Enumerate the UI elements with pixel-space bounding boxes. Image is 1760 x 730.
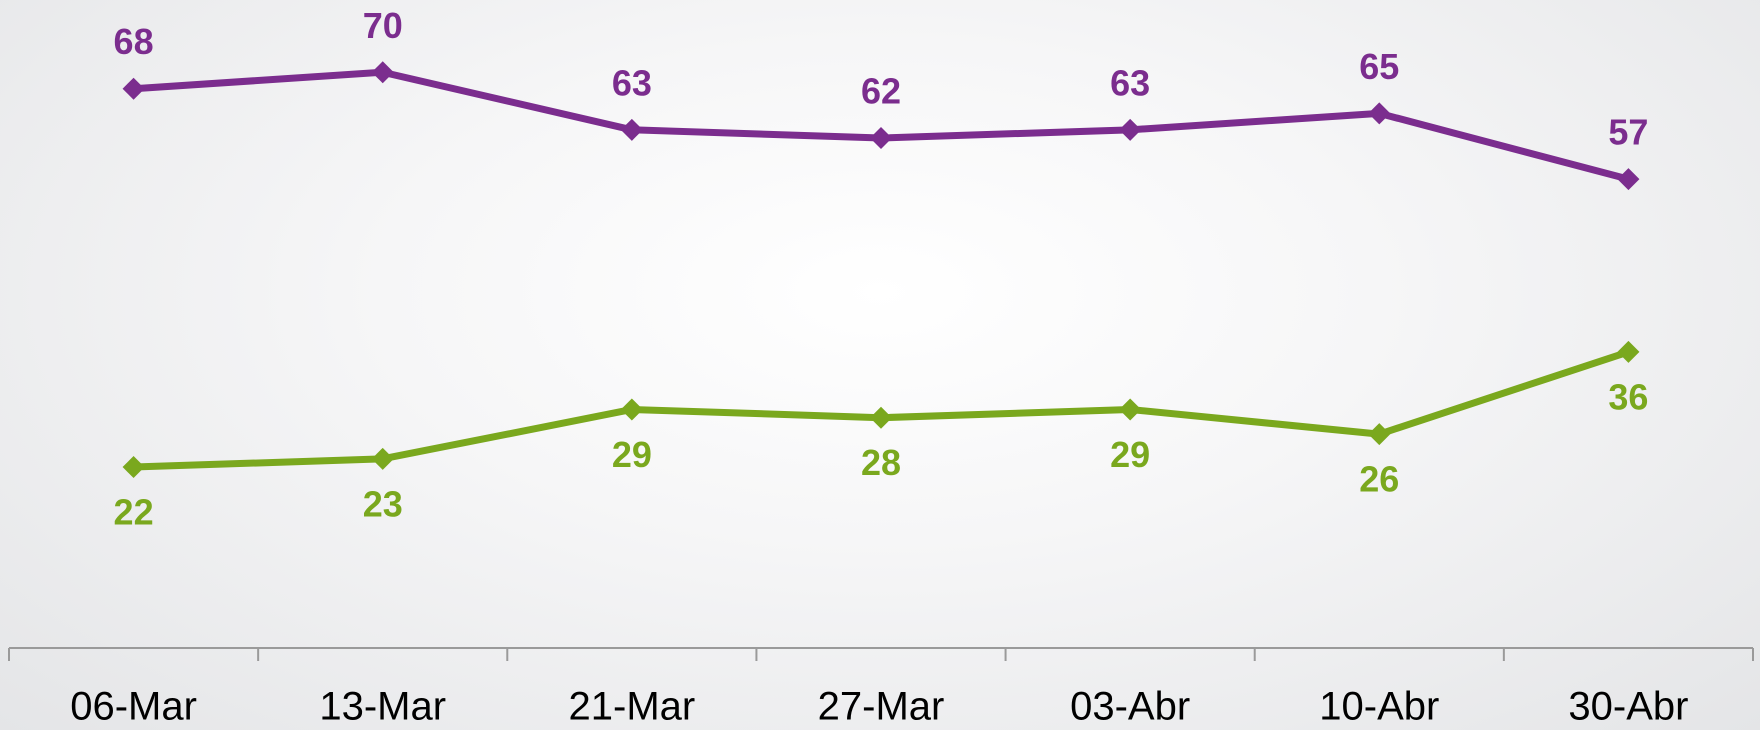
x-tick-label: 06-Mar [70, 685, 197, 729]
marker [122, 456, 145, 479]
marker [1368, 423, 1391, 446]
data-label: 29 [612, 434, 652, 475]
x-tick-label: 27-Mar [818, 685, 945, 729]
data-label: 63 [612, 62, 652, 103]
data-label: 70 [363, 5, 403, 46]
data-label: 36 [1608, 376, 1648, 417]
marker [122, 77, 145, 100]
data-label: 22 [114, 492, 154, 533]
marker [1119, 118, 1142, 141]
marker [1119, 398, 1142, 421]
marker [371, 61, 394, 84]
data-label: 23 [363, 483, 403, 524]
data-label: 57 [1608, 112, 1648, 153]
marker [620, 398, 643, 421]
x-tick-label: 03-Abr [1070, 685, 1190, 729]
x-tick-label: 21-Mar [569, 685, 696, 729]
data-label: 26 [1359, 459, 1399, 500]
x-tick-label: 10-Abr [1319, 685, 1439, 729]
data-label: 28 [861, 442, 901, 483]
marker [371, 447, 394, 470]
data-label: 29 [1110, 434, 1150, 475]
marker [620, 118, 643, 141]
data-label: 62 [861, 71, 901, 112]
data-label: 68 [114, 21, 154, 62]
data-label: 63 [1110, 62, 1150, 103]
x-tick-label: 30-Abr [1568, 685, 1688, 729]
x-tick-label: 13-Mar [319, 685, 446, 729]
marker [1617, 168, 1640, 191]
marker [1368, 102, 1391, 125]
data-label: 65 [1359, 46, 1399, 87]
marker [870, 406, 892, 429]
marker [870, 127, 892, 150]
marker [1617, 340, 1640, 363]
